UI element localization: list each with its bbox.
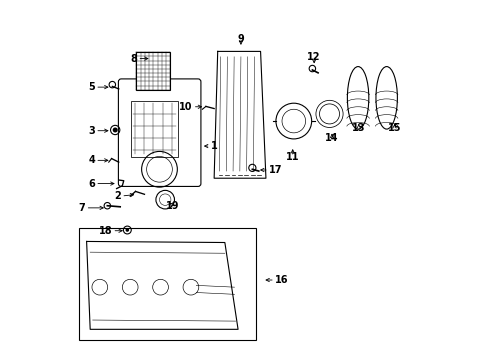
Text: 7: 7	[79, 203, 85, 213]
Polygon shape	[86, 242, 238, 329]
Text: 4: 4	[88, 156, 95, 165]
Text: 10: 10	[179, 102, 192, 112]
Text: 17: 17	[268, 165, 282, 175]
Bar	[136, 52, 170, 90]
Text: 9: 9	[237, 34, 244, 44]
FancyBboxPatch shape	[118, 79, 201, 186]
Text: 16: 16	[274, 275, 288, 285]
Text: 14: 14	[325, 133, 338, 143]
Text: 1: 1	[210, 141, 217, 151]
Polygon shape	[214, 51, 265, 178]
Text: 3: 3	[88, 126, 95, 136]
Text: 12: 12	[307, 52, 320, 62]
Bar	[80, 228, 256, 340]
Text: 8: 8	[130, 54, 137, 64]
Text: 2: 2	[114, 191, 121, 201]
Circle shape	[112, 127, 118, 132]
Bar	[131, 102, 177, 157]
Text: 19: 19	[166, 201, 180, 211]
Text: 11: 11	[285, 152, 299, 162]
Text: 6: 6	[88, 179, 95, 189]
Text: 15: 15	[387, 123, 401, 133]
Text: 5: 5	[88, 82, 95, 92]
Text: 13: 13	[351, 123, 365, 133]
Text: 18: 18	[99, 226, 112, 236]
Circle shape	[125, 228, 129, 232]
